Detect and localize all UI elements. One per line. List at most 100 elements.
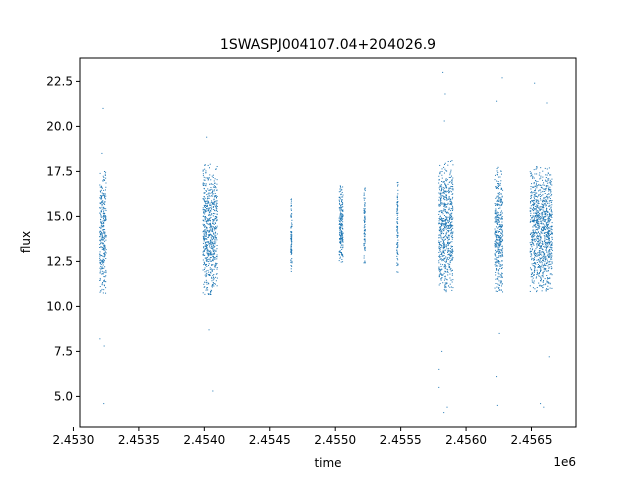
- data-point: [540, 280, 542, 282]
- data-point: [536, 217, 538, 219]
- data-point: [449, 265, 451, 267]
- data-point: [339, 227, 341, 229]
- data-point: [213, 257, 215, 259]
- data-point: [206, 260, 208, 262]
- data-point: [548, 235, 550, 237]
- data-point: [542, 243, 544, 245]
- data-point: [290, 215, 292, 217]
- data-point: [211, 203, 213, 205]
- data-point: [443, 242, 445, 244]
- data-point: [530, 253, 532, 255]
- data-point: [209, 195, 211, 197]
- data-point: [498, 226, 500, 228]
- data-point: [441, 184, 443, 186]
- data-point: [213, 253, 215, 255]
- data-point: [448, 253, 450, 255]
- data-point: [537, 215, 539, 217]
- data-point: [203, 234, 205, 236]
- data-point: [100, 221, 102, 223]
- data-point: [451, 254, 453, 256]
- data-point: [531, 174, 533, 176]
- data-point: [203, 264, 205, 266]
- data-point: [209, 202, 211, 204]
- data-point: [397, 189, 399, 191]
- data-point: [451, 273, 453, 275]
- data-point: [534, 209, 536, 211]
- data-point: [544, 232, 546, 234]
- data-point: [546, 215, 548, 217]
- data-point: [439, 249, 441, 251]
- data-point: [534, 262, 536, 264]
- data-point: [494, 244, 496, 246]
- data-point: [498, 230, 500, 232]
- data-point: [536, 185, 538, 187]
- data-point: [440, 232, 442, 234]
- data-point: [451, 180, 453, 182]
- data-point: [104, 240, 106, 242]
- data-point: [442, 224, 444, 226]
- data-point: [452, 236, 454, 238]
- data-point: [451, 179, 453, 181]
- data-point: [216, 210, 218, 212]
- data-point: [498, 176, 500, 178]
- data-point: [211, 253, 213, 255]
- data-point: [443, 192, 445, 194]
- data-point: [342, 256, 344, 258]
- data-point: [495, 251, 497, 253]
- data-point: [542, 170, 544, 172]
- data-point: [443, 285, 445, 287]
- data-point: [498, 236, 500, 238]
- data-point: [206, 238, 208, 240]
- data-point: [212, 206, 214, 208]
- data-point: [211, 264, 213, 266]
- data-point: [500, 232, 502, 234]
- data-point: [209, 244, 211, 246]
- data-point: [496, 204, 498, 206]
- data-point: [211, 242, 213, 244]
- data-point: [451, 252, 453, 254]
- data-point: [105, 177, 107, 179]
- data-point: [452, 186, 454, 188]
- data-point: [204, 248, 206, 250]
- data-point: [450, 227, 452, 229]
- data-point: [342, 204, 343, 206]
- data-point: [530, 174, 532, 176]
- data-point: [539, 247, 541, 249]
- data-point: [212, 235, 213, 237]
- data-point: [438, 386, 440, 388]
- data-point: [440, 197, 442, 199]
- data-point: [547, 179, 549, 181]
- data-point: [290, 244, 292, 246]
- data-point: [446, 212, 448, 214]
- data-point: [501, 230, 503, 232]
- data-point: [209, 207, 211, 209]
- data-point: [440, 258, 442, 260]
- data-point: [500, 240, 502, 242]
- data-point: [547, 277, 549, 279]
- data-point: [339, 215, 341, 217]
- data-point: [534, 195, 536, 197]
- data-point: [204, 249, 206, 251]
- data-point: [542, 259, 544, 261]
- data-point: [548, 205, 550, 207]
- data-point: [202, 246, 204, 248]
- data-point: [498, 224, 500, 226]
- data-point: [545, 218, 547, 220]
- data-point: [536, 167, 538, 169]
- data-point: [290, 216, 292, 218]
- data-point: [449, 220, 451, 222]
- data-point: [215, 168, 217, 170]
- data-point: [441, 273, 443, 275]
- data-point: [551, 232, 553, 234]
- data-point: [443, 220, 445, 222]
- data-point: [496, 376, 498, 378]
- data-point: [539, 259, 541, 261]
- data-point: [340, 187, 342, 189]
- data-point: [540, 216, 542, 218]
- data-point: [206, 288, 208, 290]
- data-point: [207, 254, 209, 256]
- data-point: [342, 239, 344, 241]
- data-point: [364, 260, 366, 262]
- data-point: [448, 228, 450, 229]
- data-point: [341, 237, 343, 239]
